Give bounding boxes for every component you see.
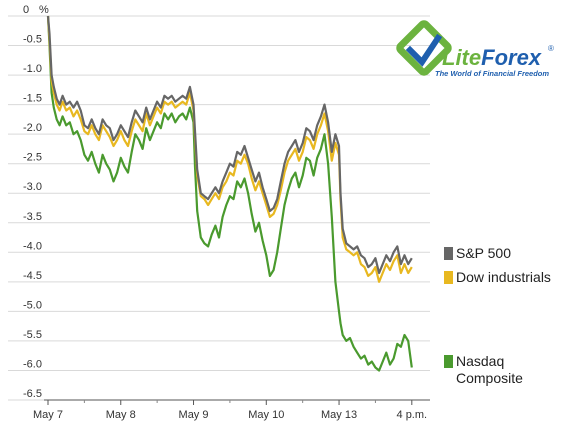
legend-swatch bbox=[444, 355, 453, 368]
x-tick-label: May 10 bbox=[248, 409, 284, 421]
series-lines bbox=[46, 15, 413, 372]
y-tick-label: -1.0 bbox=[23, 63, 42, 75]
gridlines bbox=[8, 15, 430, 401]
x-tick-label: May 7 bbox=[33, 409, 63, 421]
y-tick-label: -3.5 bbox=[23, 211, 42, 223]
y-tick-label: -1.5 bbox=[23, 93, 42, 105]
y-tick-label: -6.5 bbox=[23, 388, 42, 400]
y-tick-label: -3.0 bbox=[23, 181, 42, 193]
x-tick-label: 4 p.m. bbox=[397, 409, 428, 421]
y-tick-label: -2.0 bbox=[23, 122, 42, 134]
legend-label: Dow industrials bbox=[456, 269, 551, 285]
y-tick-label: -2.5 bbox=[23, 152, 42, 164]
series-line-1 bbox=[46, 15, 413, 283]
y-tick-label: -4.5 bbox=[23, 270, 42, 282]
series-line-2 bbox=[46, 15, 413, 372]
y-tick-label: -6.0 bbox=[23, 358, 42, 370]
liteforex-tagline: The World of Financial Freedom bbox=[435, 69, 549, 78]
x-tick-label: May 8 bbox=[106, 409, 136, 421]
series-line-0 bbox=[46, 15, 413, 275]
legend-label: S&P 500 bbox=[456, 245, 511, 261]
liteforex-logo-icon bbox=[396, 20, 452, 76]
x-axis: May 7 May 8 May 9 May 10 May 13 4 p.m. bbox=[33, 399, 430, 421]
liteforex-logo: LiteForex ® The World of Financial Freed… bbox=[396, 20, 554, 78]
y-axis-tick-labels: 0 -0.5 -1.0 -1.5 -2.0 -2.5 -3.0 -3.5 -4.0 -4.5 -5.… bbox=[23, 4, 42, 400]
x-tick-label: May 13 bbox=[321, 409, 357, 421]
legend-swatch bbox=[444, 247, 453, 260]
legend-swatch bbox=[444, 271, 453, 284]
y-tick-label: -0.5 bbox=[23, 34, 42, 46]
legend: S&P 500 Dow industrials Nasdaq Composite bbox=[444, 245, 551, 386]
y-tick-label: -5.0 bbox=[23, 299, 42, 311]
y-tick-label: -4.0 bbox=[23, 240, 42, 252]
liteforex-logo-wordmark: LiteForex bbox=[442, 45, 542, 70]
y-tick-label: -5.5 bbox=[23, 329, 42, 341]
y-tick-label: 0 bbox=[23, 4, 29, 16]
x-tick-label: May 9 bbox=[179, 409, 209, 421]
y-axis-unit-label: % bbox=[39, 4, 49, 16]
registered-mark: ® bbox=[548, 44, 554, 53]
legend-label: Nasdaq Composite bbox=[456, 353, 523, 386]
